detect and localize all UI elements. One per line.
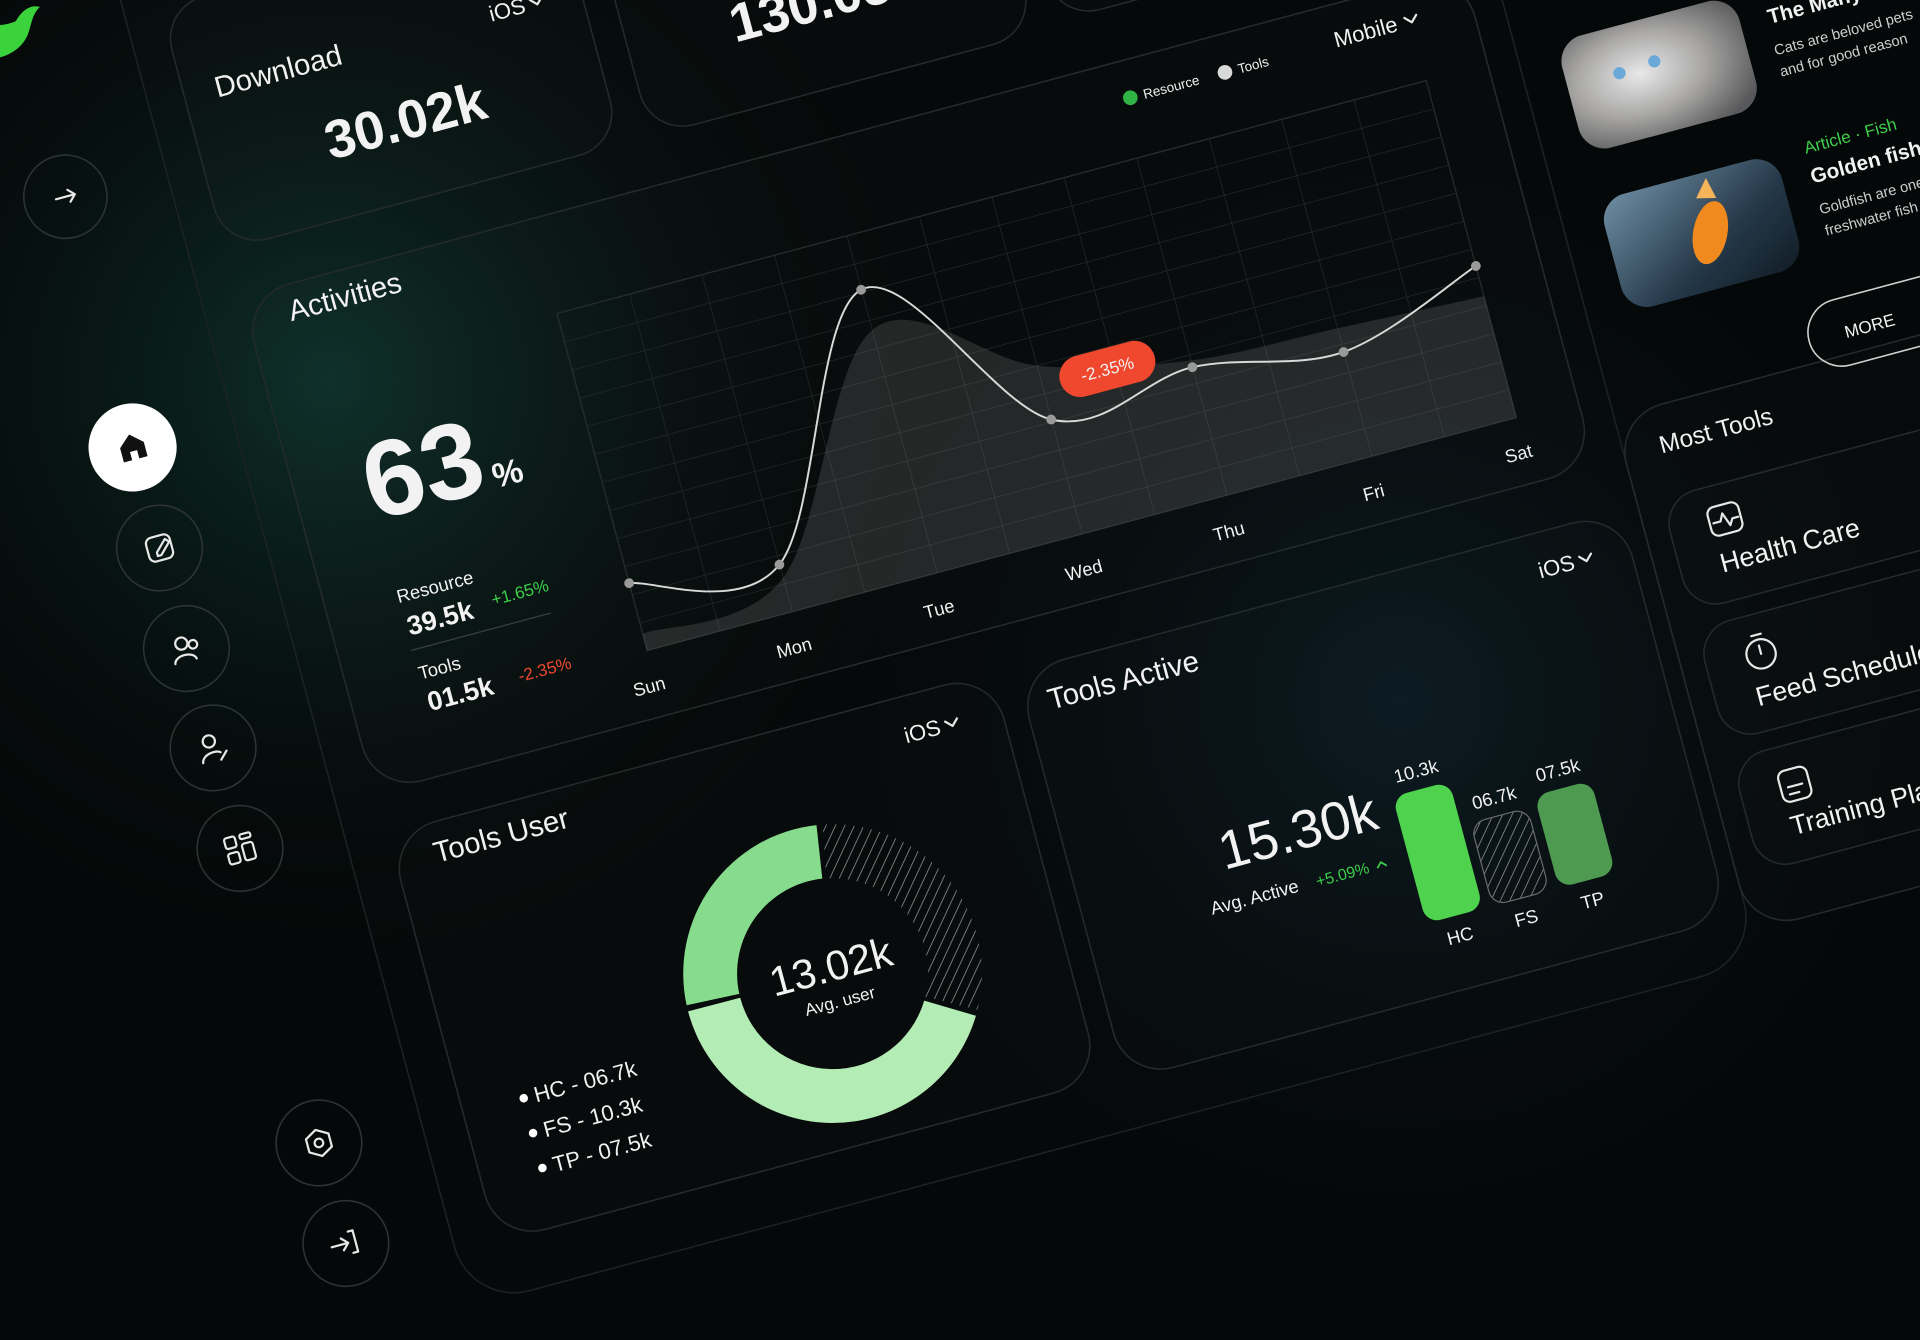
tools-active-card [1026, 520, 1720, 1070]
logout-button[interactable] [293, 1191, 398, 1296]
bar [1395, 784, 1480, 921]
home-button[interactable] [79, 393, 187, 501]
chevron [1403, 13, 1418, 24]
expand-button[interactable] [14, 146, 116, 248]
profile-button[interactable] [161, 695, 266, 800]
chart-grid [556, 79, 1518, 652]
apps-button[interactable] [188, 796, 293, 901]
tools-user-card [398, 682, 1091, 1232]
point [624, 578, 635, 589]
chevron [528, 0, 543, 6]
tool-icon [1750, 632, 1763, 655]
logo [0, 6, 40, 60]
download-card [169, 0, 613, 242]
up-arrow [1376, 861, 1388, 869]
legend-dot [538, 1163, 547, 1173]
tool-icon [1786, 782, 1804, 796]
chevron [943, 717, 959, 728]
bar [1473, 810, 1547, 904]
point [1187, 362, 1198, 373]
article-image [1597, 153, 1806, 314]
point [1470, 261, 1481, 271]
donut-segment [688, 997, 976, 1123]
tooltip [1059, 340, 1156, 398]
main-panel [61, 0, 1747, 1294]
donut-segment [683, 825, 823, 1006]
edit-button[interactable] [107, 496, 212, 601]
tool-icon [1776, 765, 1813, 803]
tool-card[interactable] [1731, 620, 1920, 872]
legend-dot [1217, 65, 1233, 80]
sidebar [14, 146, 398, 1296]
legend-dot [528, 1128, 538, 1138]
stat-card [595, 0, 1027, 127]
legend-dot [1122, 90, 1138, 106]
point [1338, 347, 1349, 357]
point [1046, 414, 1057, 425]
activities-card [251, 0, 1586, 784]
more-button[interactable] [1800, 239, 1920, 374]
users-button[interactable] [134, 596, 239, 701]
divider [411, 612, 552, 651]
area [642, 296, 1517, 651]
chevron [1578, 552, 1593, 563]
tool-icon [1706, 501, 1744, 537]
point [856, 284, 866, 295]
tools-panel [1624, 205, 1920, 922]
tool-icon [1712, 512, 1740, 527]
tool-icon [1745, 638, 1777, 670]
legend-dot [519, 1093, 529, 1103]
point [774, 559, 785, 570]
bar [1537, 783, 1613, 885]
article-image [1555, 0, 1763, 155]
tool-card[interactable] [1661, 360, 1920, 612]
settings-button[interactable] [266, 1090, 371, 1195]
donut-segment [822, 824, 982, 1010]
tool-card[interactable] [1696, 490, 1920, 742]
